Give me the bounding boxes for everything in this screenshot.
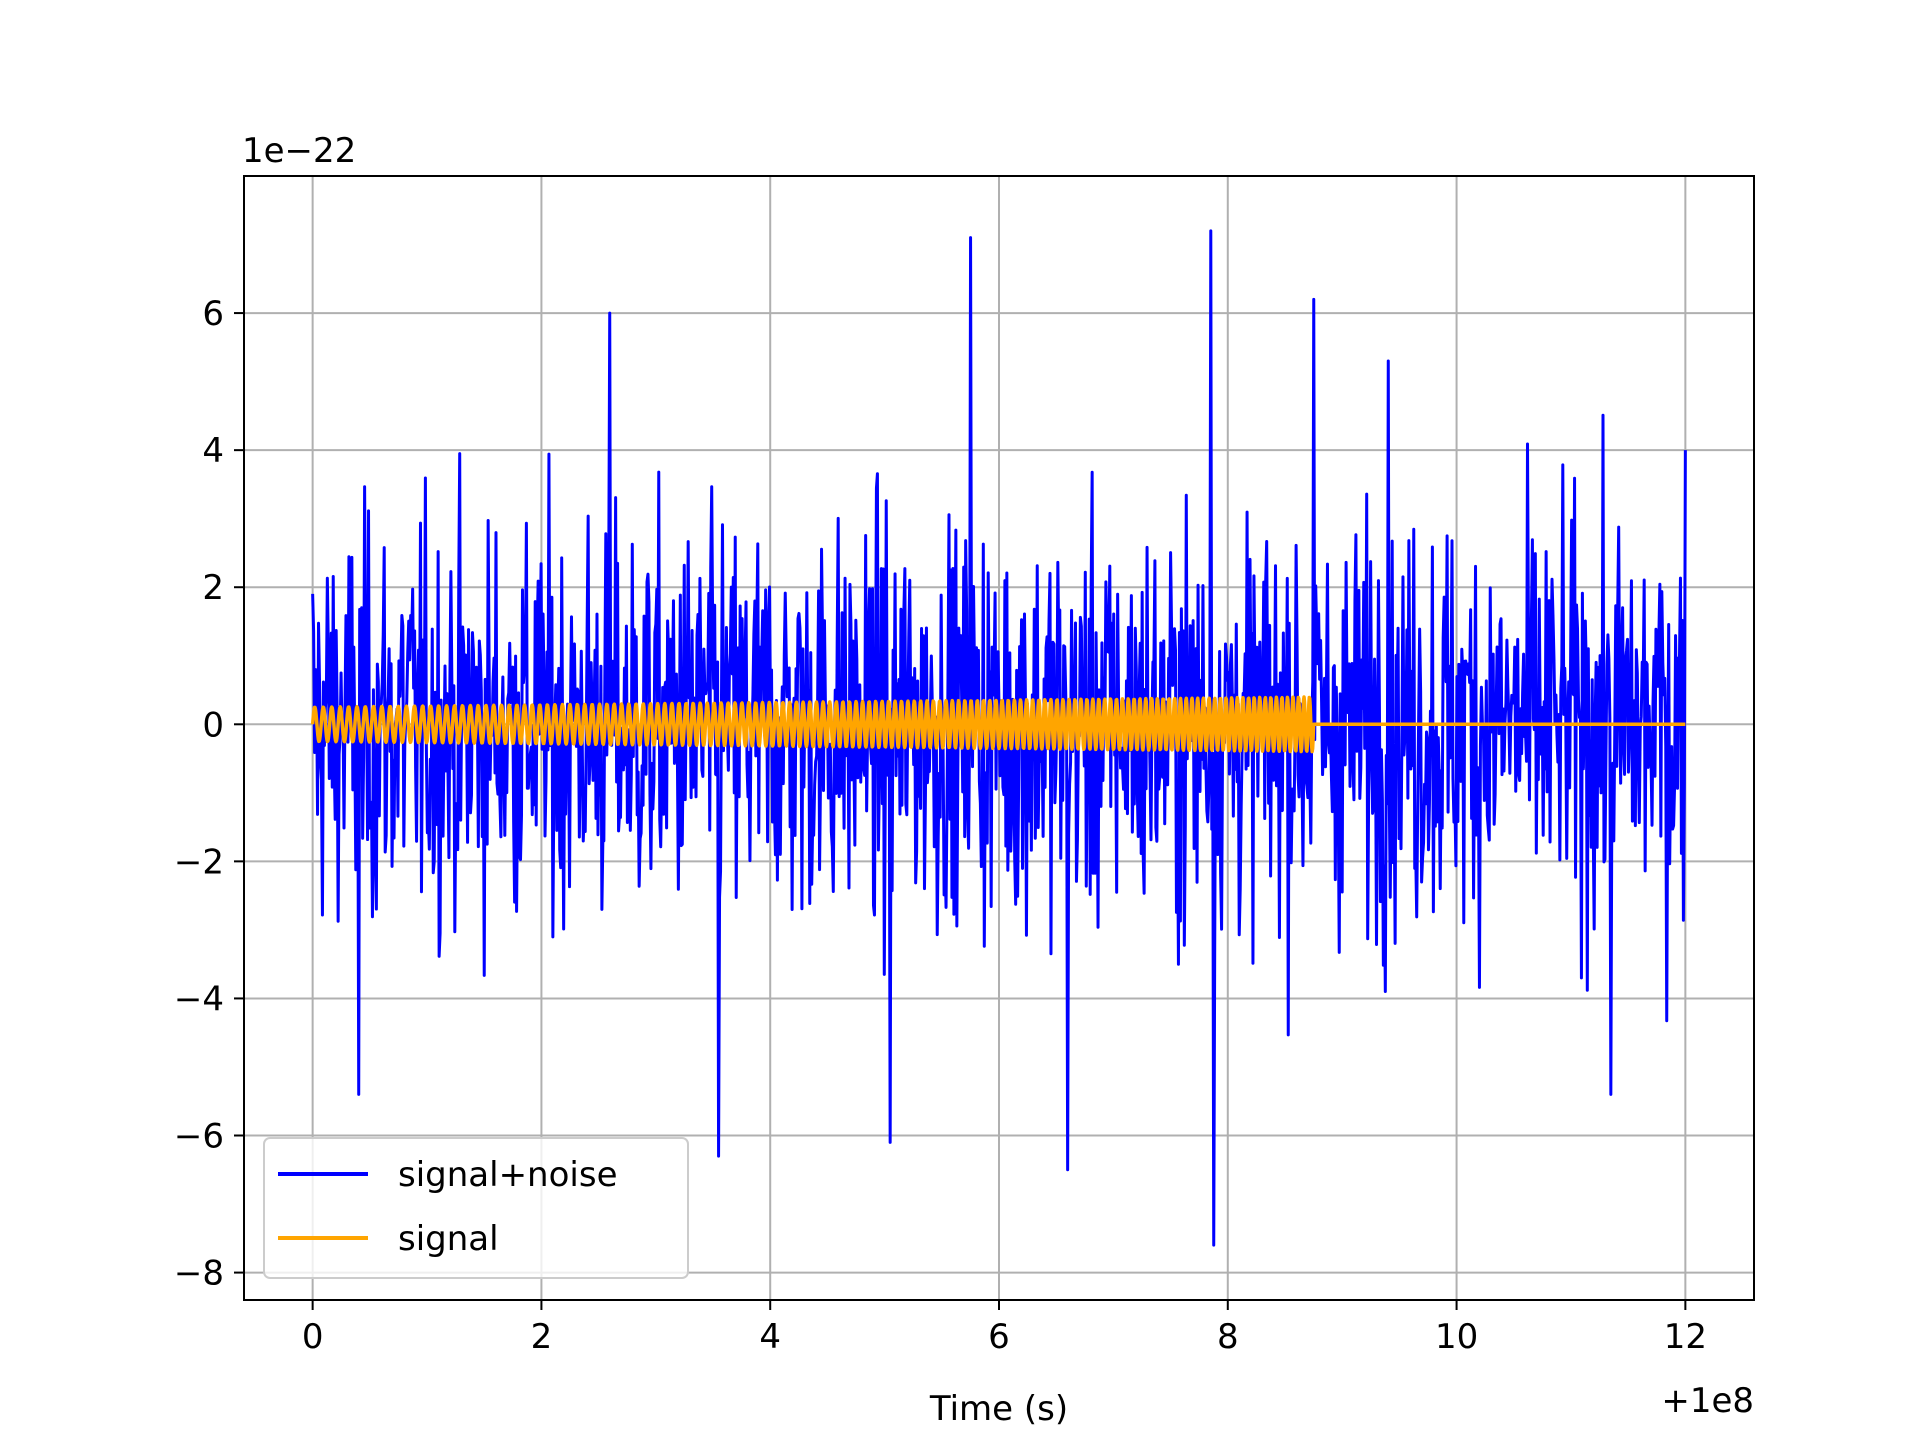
legend: signal+noise signal xyxy=(263,1137,689,1279)
legend-label-signal: signal xyxy=(398,1219,499,1259)
x-axis-label: Time (s) xyxy=(929,1389,1068,1429)
x-tick-label: 6 xyxy=(988,1317,1010,1357)
legend-box xyxy=(263,1137,689,1279)
y-tick-label: 4 xyxy=(202,431,224,471)
y-scale-label: 1e−22 xyxy=(242,131,356,171)
y-tick-label: −6 xyxy=(174,1117,224,1157)
y-tick-label: −2 xyxy=(174,842,224,882)
x-tick-label: 12 xyxy=(1664,1317,1707,1357)
x-tick-label: 2 xyxy=(531,1317,553,1357)
series-signal-line xyxy=(310,695,1686,754)
y-tick-label: 2 xyxy=(202,568,224,608)
x-tick-label: 4 xyxy=(759,1317,781,1357)
legend-label-signal-noise: signal+noise xyxy=(398,1155,618,1195)
series-signal-noise-line xyxy=(311,229,1687,1247)
x-tick-label: 0 xyxy=(302,1317,324,1357)
x-offset-label: +1e8 xyxy=(1661,1381,1754,1421)
y-tick-label: −8 xyxy=(174,1254,224,1294)
x-tick-label: 10 xyxy=(1435,1317,1478,1357)
y-tick-label: 6 xyxy=(202,294,224,334)
ticks: 0 2 4 6 8 10 12 −8 −6 −4 −2 0 2 4 6 xyxy=(174,294,1707,1357)
y-tick-label: 0 xyxy=(202,705,224,745)
series-layer xyxy=(310,229,1687,1247)
y-tick-label: −4 xyxy=(174,979,224,1019)
x-tick-label: 8 xyxy=(1217,1317,1239,1357)
